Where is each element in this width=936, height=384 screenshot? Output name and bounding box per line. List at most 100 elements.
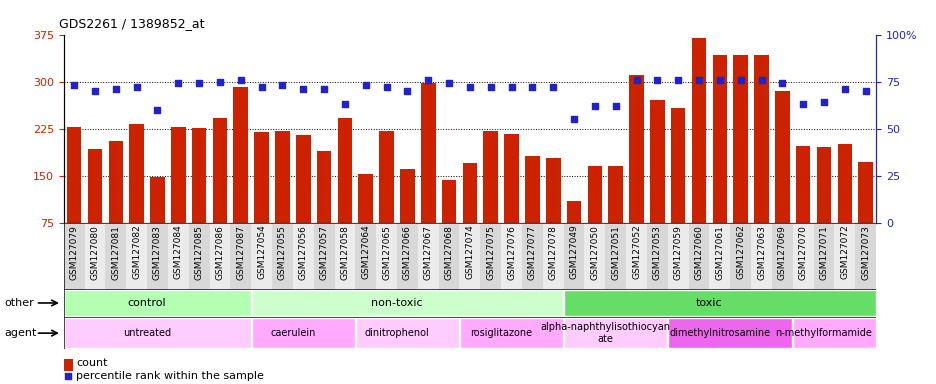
Bar — [834, 223, 855, 290]
Bar — [563, 290, 875, 316]
Text: GSM127081: GSM127081 — [111, 225, 120, 280]
Point — [691, 77, 706, 83]
Text: untreated: untreated — [123, 328, 171, 338]
Point — [711, 77, 726, 83]
Text: GSM127052: GSM127052 — [632, 225, 640, 280]
Text: agent: agent — [5, 328, 37, 338]
Bar — [271, 223, 293, 290]
Point — [316, 86, 331, 92]
Bar — [460, 318, 563, 348]
Bar — [188, 223, 210, 290]
Text: GSM127062: GSM127062 — [736, 225, 744, 280]
Text: GSM127056: GSM127056 — [299, 225, 307, 280]
Text: GSM127054: GSM127054 — [256, 225, 266, 280]
Bar — [230, 223, 251, 290]
Text: dinitrophenol: dinitrophenol — [364, 328, 429, 338]
Text: GSM127057: GSM127057 — [319, 225, 329, 280]
Bar — [192, 128, 206, 270]
Bar — [646, 223, 667, 290]
Bar — [233, 87, 248, 270]
Text: GSM127079: GSM127079 — [69, 225, 79, 280]
Text: GSM127087: GSM127087 — [236, 225, 245, 280]
Point — [524, 84, 539, 90]
Text: GSM127077: GSM127077 — [527, 225, 536, 280]
Bar — [667, 223, 688, 290]
Point — [857, 88, 872, 94]
Bar — [397, 223, 417, 290]
Bar — [400, 169, 415, 270]
Text: rosiglitazone: rosiglitazone — [470, 328, 532, 338]
Bar — [753, 55, 768, 270]
Text: GSM127051: GSM127051 — [610, 225, 620, 280]
Bar — [650, 101, 664, 270]
Bar — [709, 223, 729, 290]
Bar — [771, 223, 792, 290]
Point — [150, 107, 165, 113]
Bar — [438, 223, 459, 290]
Bar — [816, 147, 830, 270]
Bar — [812, 223, 834, 290]
Text: GSM127060: GSM127060 — [694, 225, 703, 280]
Bar — [64, 318, 251, 348]
Text: caerulein: caerulein — [270, 328, 315, 338]
Text: GSM127063: GSM127063 — [756, 225, 766, 280]
Bar — [147, 223, 168, 290]
Text: control: control — [127, 298, 167, 308]
Text: non-toxic: non-toxic — [371, 298, 422, 308]
Text: GSM127070: GSM127070 — [797, 225, 807, 280]
Point — [795, 101, 810, 107]
Point — [753, 77, 768, 83]
Text: GSM127065: GSM127065 — [382, 225, 390, 280]
Bar — [855, 223, 875, 290]
Text: count: count — [76, 358, 108, 368]
Text: GSM127074: GSM127074 — [465, 225, 474, 280]
Text: GSM127072: GSM127072 — [840, 225, 848, 280]
Text: GSM127071: GSM127071 — [819, 225, 827, 280]
Point — [441, 80, 456, 86]
Point — [212, 79, 227, 85]
Bar — [379, 131, 393, 270]
Bar — [711, 55, 726, 270]
Point — [170, 80, 185, 86]
Point — [87, 88, 102, 94]
Text: GSM127058: GSM127058 — [340, 225, 349, 280]
Text: GSM127084: GSM127084 — [173, 225, 183, 280]
Bar — [334, 223, 355, 290]
Bar — [105, 223, 126, 290]
Bar — [212, 118, 227, 270]
Point — [837, 86, 852, 92]
Bar — [459, 223, 480, 290]
Bar — [607, 166, 622, 270]
Bar — [857, 162, 872, 270]
Point — [587, 103, 602, 109]
Point — [61, 373, 76, 379]
Text: GSM127067: GSM127067 — [423, 225, 432, 280]
Bar — [774, 91, 789, 270]
Bar — [355, 223, 375, 290]
Bar — [64, 290, 251, 316]
Text: GSM127050: GSM127050 — [590, 225, 599, 280]
Text: percentile rank within the sample: percentile rank within the sample — [76, 371, 264, 381]
Text: GSM127078: GSM127078 — [548, 225, 557, 280]
Bar — [563, 318, 666, 348]
Bar — [375, 223, 397, 290]
Bar — [275, 131, 289, 270]
Point — [66, 82, 81, 88]
Text: GDS2261 / 1389852_at: GDS2261 / 1389852_at — [59, 17, 204, 30]
Point — [461, 84, 476, 90]
Bar — [170, 127, 185, 270]
Text: GSM127086: GSM127086 — [215, 225, 225, 280]
Bar — [251, 223, 271, 290]
Text: GSM127053: GSM127053 — [652, 225, 661, 280]
Bar — [691, 38, 706, 270]
Bar — [670, 108, 685, 270]
Bar — [793, 318, 875, 348]
Point — [129, 84, 144, 90]
Bar — [84, 223, 105, 290]
Bar — [751, 223, 771, 290]
Point — [109, 86, 124, 92]
Text: GSM127059: GSM127059 — [673, 225, 682, 280]
Point — [815, 99, 830, 105]
Bar — [729, 223, 751, 290]
Text: GSM127069: GSM127069 — [777, 225, 786, 280]
